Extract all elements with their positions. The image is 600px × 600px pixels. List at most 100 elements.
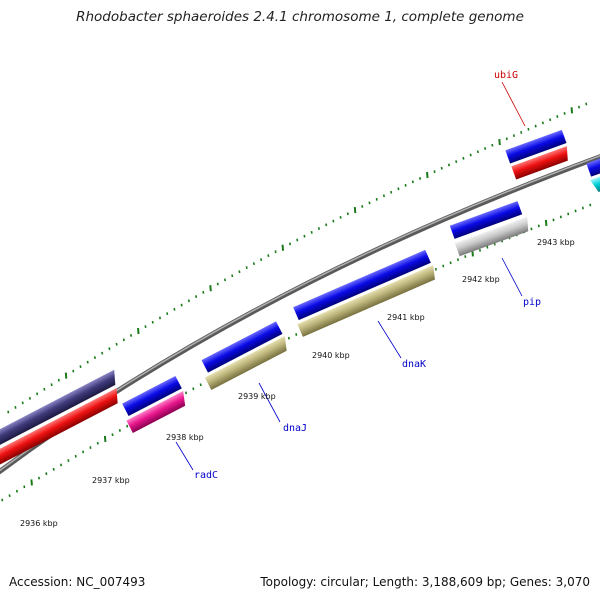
tick-mark [37, 476, 41, 480]
gene-label-dnaJ[interactable]: dnaJ [283, 423, 307, 434]
tick-mark [187, 299, 190, 303]
tick-mark [332, 219, 335, 223]
tick-mark [464, 255, 467, 258]
tick-mark [52, 467, 55, 471]
tick-mark [108, 347, 111, 351]
tick-mark [101, 351, 104, 355]
feature-pip[interactable] [454, 216, 532, 257]
scale-label-2940: 2940 kbp [312, 351, 350, 360]
tick-mark [303, 234, 306, 238]
feature-navy[interactable] [0, 369, 121, 450]
feature-ubiG[interactable] [511, 146, 571, 180]
gene-label-radC[interactable]: radC [194, 470, 218, 481]
accession-text: Accession: NC_007493 [9, 575, 146, 589]
cds-dnaJ[interactable] [201, 321, 283, 373]
tick-mark [382, 194, 385, 198]
tick-mark [45, 472, 48, 476]
tick-mark [60, 463, 63, 467]
tick-mark [184, 391, 188, 395]
tick-mark [426, 171, 429, 179]
tick-mark [57, 378, 60, 382]
tick-mark [50, 383, 53, 387]
tick-mark [491, 143, 494, 147]
tick-mark [43, 387, 46, 391]
tick-mark [67, 459, 70, 462]
tick-mark [216, 282, 219, 286]
tick-mark [122, 338, 125, 342]
tick-mark [118, 429, 121, 432]
gene-label-dnaK[interactable]: dnaK [402, 359, 426, 370]
tick-mark [287, 336, 290, 340]
cds-ubiG[interactable] [505, 129, 567, 164]
scale-label-2942: 2942 kbp [462, 275, 500, 284]
tick-mark [346, 212, 349, 216]
tick-mark [397, 187, 400, 191]
tick-mark [552, 218, 555, 222]
tick-mark [274, 250, 277, 254]
tick-mark [361, 205, 364, 208]
tick-mark [325, 223, 328, 227]
tick-mark [89, 446, 92, 449]
tick-mark [295, 333, 298, 336]
tick-mark [520, 131, 523, 134]
gene-label-ubiG[interactable]: ubiG [494, 70, 518, 81]
tick-mark [512, 134, 516, 138]
tick-mark [151, 320, 154, 324]
tick-mark [440, 166, 443, 170]
tick-mark [199, 383, 202, 387]
feature-dnaK[interactable] [297, 265, 438, 337]
tick-mark [195, 295, 198, 298]
tick-mark [281, 244, 285, 251]
gene-label-pip[interactable]: pip [523, 297, 541, 308]
tick-mark [74, 454, 77, 458]
tick-mark [173, 307, 176, 311]
feature-dnaJ[interactable] [204, 336, 291, 390]
tick-mark [103, 435, 107, 443]
tick-mark [93, 356, 96, 360]
tick-mark [462, 156, 465, 160]
tick-mark [260, 258, 263, 262]
cds-right-edge[interactable] [586, 156, 600, 177]
tick-mark [559, 215, 562, 219]
feature-radC[interactable] [126, 391, 189, 433]
tick-mark [144, 325, 147, 329]
scale-label-2941: 2941 kbp [387, 313, 425, 322]
outer-tick-marks [7, 102, 588, 414]
scale-label-2939: 2939 kbp [238, 392, 276, 401]
tick-mark [585, 102, 588, 106]
tick-mark [36, 392, 39, 396]
tick-mark [72, 369, 75, 373]
tick-mark [537, 224, 540, 228]
tick-mark [96, 441, 99, 445]
tick-mark [111, 433, 114, 437]
tick-mark [231, 274, 234, 278]
tick-mark [79, 365, 82, 369]
tick-mark [563, 112, 566, 115]
feature-red-left[interactable] [0, 388, 123, 469]
tick-mark [1, 498, 4, 502]
cds-dnaK[interactable] [293, 249, 431, 321]
tick-mark [353, 206, 357, 214]
tick-mark [476, 150, 479, 154]
tick-mark [15, 489, 18, 493]
tick-mark [28, 396, 31, 400]
tick-mark [137, 327, 140, 335]
tick-mark [288, 242, 292, 246]
tick-mark [158, 316, 162, 320]
tick-mark [577, 105, 581, 109]
feature-cyan[interactable] [590, 174, 600, 193]
tick-mark [534, 124, 537, 128]
tick-mark [469, 153, 472, 157]
genome-summary: Topology: circular; Length: 3,188,609 bp… [260, 575, 590, 589]
tick-mark [86, 360, 89, 364]
cds-pip[interactable] [449, 201, 523, 239]
tick-mark [130, 333, 133, 337]
tick-mark [8, 494, 11, 498]
tick-mark [484, 147, 487, 150]
tick-mark [223, 278, 227, 282]
tick-mark [434, 267, 437, 271]
cds-radC-upper[interactable] [122, 375, 182, 417]
tick-mark [368, 201, 371, 205]
tick-mark [456, 258, 459, 262]
gene-label-leaders [175, 81, 526, 471]
